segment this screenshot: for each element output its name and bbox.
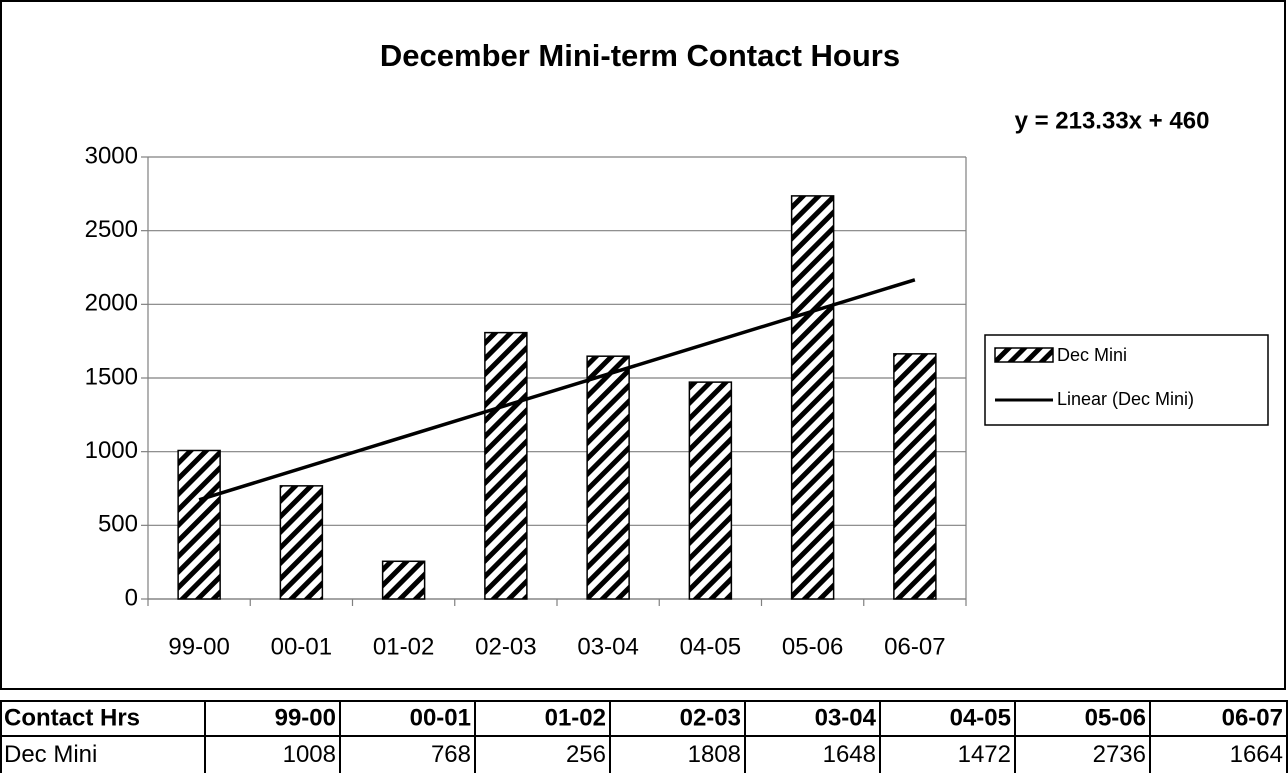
x-tick-label: 02-03	[475, 633, 536, 660]
bar	[893, 353, 937, 600]
table-value: 2736	[1093, 741, 1146, 768]
table-value: 1008	[283, 741, 336, 768]
bar	[381, 560, 426, 600]
trendline	[198, 278, 916, 502]
table-row-label: Dec Mini	[4, 741, 97, 768]
bar	[790, 195, 835, 600]
table-column-header: 99-00	[275, 704, 336, 731]
y-tick-label: 2500	[85, 216, 138, 243]
x-tick-label: 03-04	[577, 633, 638, 660]
table-header-bg	[1, 700, 1287, 736]
y-tick-label: 3000	[85, 142, 138, 169]
x-tick-label: 99-00	[168, 633, 229, 660]
y-tick-label: 2000	[85, 290, 138, 317]
bar	[484, 331, 528, 600]
x-tick-label: 00-01	[271, 633, 332, 660]
table-value: 1664	[1230, 741, 1283, 768]
table-column-header: 06-07	[1222, 704, 1283, 731]
chart-title: December Mini-term Contact Hours	[380, 38, 900, 73]
x-tick-label: 06-07	[884, 633, 945, 660]
table-value: 768	[431, 741, 471, 768]
y-tick-label: 0	[125, 584, 138, 611]
table-column-header: 03-04	[815, 704, 877, 731]
bar	[586, 355, 630, 600]
x-tick-label: 04-05	[680, 633, 741, 660]
trend-equation: y = 213.33x + 460	[1015, 107, 1210, 134]
legend-label: Dec Mini	[1057, 345, 1127, 365]
legend-label: Linear (Dec Mini)	[1057, 389, 1194, 409]
table-column-header: 05-06	[1085, 704, 1146, 731]
y-tick-label: 500	[98, 511, 138, 538]
table-column-header: 02-03	[680, 704, 741, 731]
y-tick-label: 1500	[85, 363, 138, 390]
bar	[279, 485, 324, 600]
bar	[688, 381, 733, 600]
table-column-header: 01-02	[545, 704, 606, 731]
legend-swatch	[994, 347, 1054, 363]
table-value: 1648	[823, 741, 876, 768]
table-value: 1808	[688, 741, 741, 768]
table-column-header: 04-05	[950, 704, 1011, 731]
table-value: 1472	[958, 741, 1011, 768]
x-tick-label: 05-06	[782, 633, 843, 660]
table-value: 256	[566, 741, 606, 768]
x-tick-label: 01-02	[373, 633, 434, 660]
table-header: Contact Hrs	[4, 704, 140, 731]
table-column-header: 00-01	[410, 704, 471, 731]
y-tick-label: 1000	[85, 437, 138, 464]
bar	[177, 449, 221, 600]
